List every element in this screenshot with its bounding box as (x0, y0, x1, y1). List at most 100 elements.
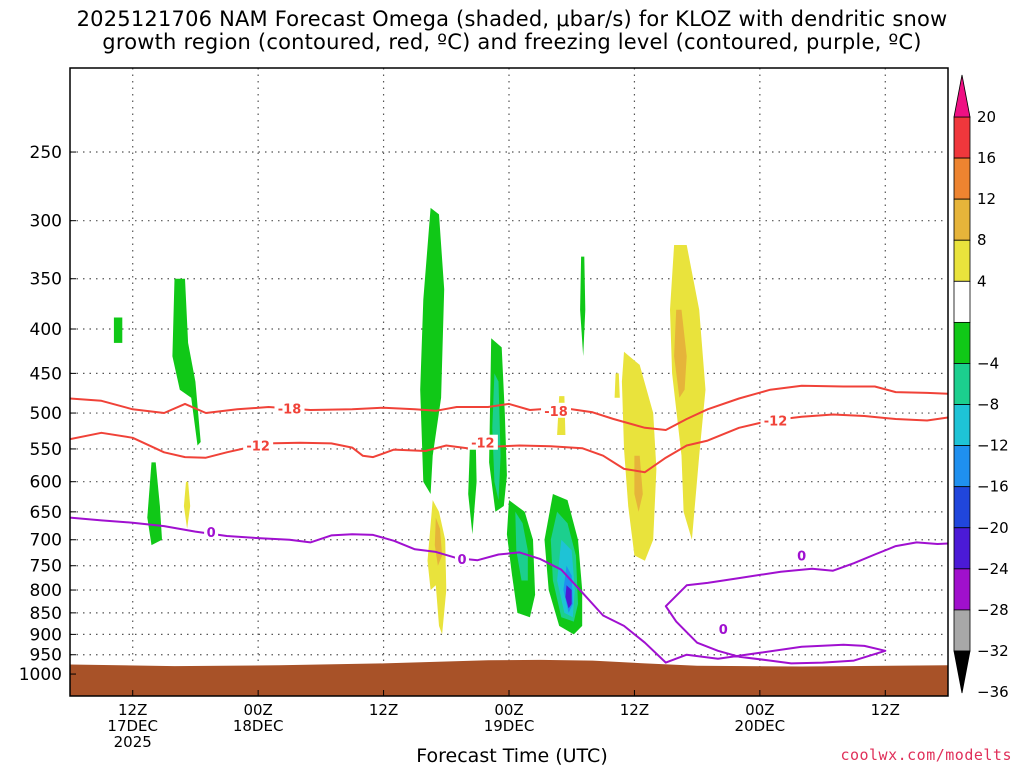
colorbar: 20 16 12 8 4 −4 −8 −12 −16 −20 −24 −28 −32 −36 (953, 74, 1009, 701)
contour-freezing-level (70, 516, 948, 665)
omega-region (515, 511, 528, 581)
chart-title-line-1: 2025121706 NAM Forecast Omega (shaded, μ… (76, 7, 948, 31)
omega-region (634, 455, 643, 512)
colorbar-band (953, 363, 971, 405)
omega-region (468, 435, 477, 535)
omega-region (113, 317, 123, 343)
terrain (70, 659, 948, 696)
y-tick-label: 500 (30, 404, 62, 424)
contour-labels: -18 -12 -18 -12 -12 0 0 0 0 (204, 400, 809, 638)
y-tick-label: 800 (30, 581, 62, 601)
x-tick-label: 00Z (745, 701, 774, 719)
colorbar-label: 4 (977, 272, 987, 290)
colorbar-label: −36 (977, 683, 1009, 701)
chart-title-line-2: growth region (contoured, red, ºC) and f… (102, 30, 922, 54)
omega-region (427, 500, 447, 635)
colorbar-band (953, 198, 971, 241)
omega-shading (113, 207, 706, 635)
y-tick-label: 900 (30, 625, 62, 645)
x-tick-label: 12Z (620, 701, 649, 719)
colorbar-label: −24 (977, 560, 1009, 578)
colorbar-band (953, 445, 971, 488)
contour-label: -12 (246, 439, 270, 454)
x-tick-label: 20DEC (735, 717, 786, 735)
contour-label: -12 (471, 437, 495, 452)
contour-label: 0 (719, 623, 728, 638)
contour-label: -18 (544, 405, 568, 420)
colorbar-label: 8 (977, 231, 987, 249)
y-tick-label: 450 (30, 364, 62, 384)
contour-dgz-bottom (70, 413, 948, 474)
colorbar-label: −20 (977, 519, 1009, 537)
colorbar-band (953, 527, 971, 570)
contour-label-bg (541, 402, 572, 418)
y-tick-label: 250 (30, 143, 62, 163)
contour-label: -12 (764, 415, 788, 430)
colorbar-label: 12 (977, 190, 996, 208)
y-tick-label: 1000 (19, 665, 62, 685)
omega-region (147, 462, 162, 546)
colorbar-label: 16 (977, 149, 996, 167)
contour-label: 0 (457, 553, 466, 568)
contour-label-bg (204, 524, 219, 540)
x-tick-label: 12Z (871, 701, 900, 719)
colorbar-band (953, 486, 971, 529)
omega-region (420, 207, 445, 494)
contour-label: 0 (207, 526, 216, 541)
omega-region (670, 245, 706, 540)
colorbar-label: 20 (977, 108, 996, 126)
colorbar-label: −28 (977, 601, 1009, 619)
y-tick-label: 300 (30, 212, 62, 232)
contour-dgz-top (70, 384, 948, 431)
colorbar-band (953, 321, 971, 364)
x-tick-label: 00Z (494, 701, 523, 719)
contour-label-bg (274, 400, 305, 416)
colorbar-label: −8 (977, 396, 999, 414)
x-tick-label: 17DEC (107, 717, 158, 735)
colorbar-band (953, 609, 971, 652)
colorbar-label: −32 (977, 642, 1009, 660)
colorbar-over-arrow (953, 74, 971, 118)
x-axis-label: Forecast Time (UTC) (416, 745, 608, 767)
contour-label-bg (760, 412, 791, 428)
x-tick-label: 2025 (114, 733, 152, 751)
credit-link[interactable]: coolwx.com/modelts (840, 746, 1012, 764)
terrain-fill (70, 659, 948, 696)
x-tick-label: 12Z (118, 701, 147, 719)
colorbar-band (953, 157, 971, 200)
contour-label-bg (243, 437, 274, 453)
x-tick-label: 19DEC (484, 717, 535, 735)
contour-label-bg (467, 434, 498, 450)
omega-region (580, 256, 586, 357)
omega-region (614, 373, 620, 398)
omega-region (674, 309, 687, 398)
colorbar-band (953, 116, 971, 159)
y-tick-label: 400 (30, 320, 62, 340)
y-tick-label: 850 (30, 604, 62, 624)
x-tick-label: 18DEC (233, 717, 284, 735)
colorbar-band (953, 280, 971, 323)
omega-region (565, 585, 572, 609)
y-tick-label: 600 (30, 473, 62, 493)
y-tick-label: 700 (30, 531, 62, 551)
x-tick-label: 12Z (369, 701, 398, 719)
y-tick-label: 950 (30, 646, 62, 666)
x-tick-label: 00Z (243, 701, 272, 719)
y-tick-label: 650 (30, 503, 62, 523)
y-axis-ticks: 2503003504004505005506006507007508008509… (19, 143, 76, 685)
contour-label-bg (794, 547, 809, 563)
colorbar-band (953, 239, 971, 282)
contour-label-bg (716, 620, 731, 636)
colorbar-label: −4 (977, 354, 999, 372)
colorbar-label: −12 (977, 437, 1009, 455)
y-tick-label: 350 (30, 270, 62, 290)
contour-label: 0 (797, 550, 806, 565)
contour-label: -18 (278, 402, 302, 417)
omega-region (172, 278, 201, 446)
colorbar-label: −16 (977, 478, 1009, 496)
y-tick-label: 550 (30, 440, 62, 460)
grid-lines (70, 68, 948, 696)
colorbar-band (953, 404, 971, 447)
